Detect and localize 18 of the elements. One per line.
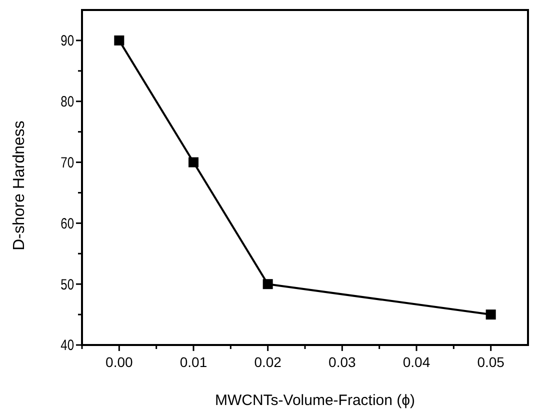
y-tick-label: 70	[60, 154, 74, 171]
x-tick-label: 0.04	[402, 354, 430, 370]
y-tick-label: 40	[60, 337, 74, 354]
point	[114, 35, 124, 46]
y-tick-label: 60	[60, 215, 74, 232]
x-tick-label: 0.03	[328, 354, 356, 370]
point	[486, 310, 496, 320]
x-axis-title: MWCNTs-Volume-Fraction (ϕ)	[214, 392, 416, 409]
y-tick-label: 50	[60, 276, 74, 293]
x-tick-label: 0.05	[477, 354, 505, 370]
y-axis-title: D-shore Hardness	[11, 120, 28, 250]
y-tick-label: 80	[60, 93, 74, 110]
x-tick-label: 0.01	[180, 354, 208, 370]
point	[188, 157, 198, 168]
y-tick-label: 90	[60, 32, 74, 50]
x-tick-label: 0.00	[106, 354, 134, 370]
x-tick-label: 0.02	[254, 354, 282, 370]
point	[262, 279, 273, 290]
